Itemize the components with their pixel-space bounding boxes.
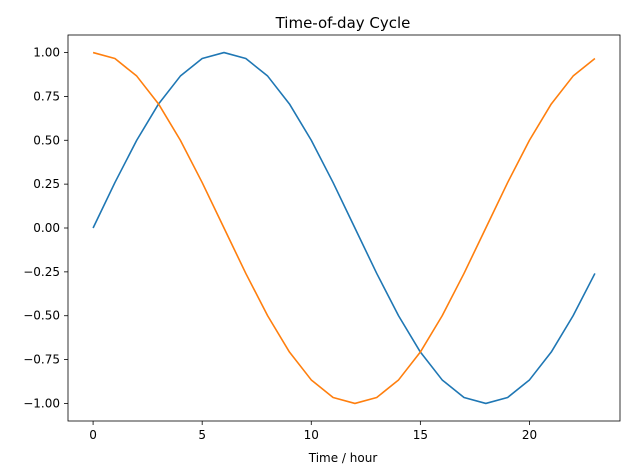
y-tick-label: −1.00 bbox=[23, 396, 60, 410]
x-axis: 0 5 10 15 20 bbox=[89, 421, 537, 442]
y-tick-label: 0.00 bbox=[33, 221, 60, 235]
x-tick-label: 0 bbox=[89, 428, 97, 442]
y-tick-label: −0.75 bbox=[23, 353, 60, 367]
y-tick-label: −0.50 bbox=[23, 309, 60, 323]
y-tick-label: −0.25 bbox=[23, 265, 60, 279]
y-tick-label: 1.00 bbox=[33, 46, 60, 60]
series-layer bbox=[92, 51, 596, 405]
y-tick-label: 0.75 bbox=[33, 89, 60, 103]
x-tick-label: 20 bbox=[522, 428, 537, 442]
x-tick-label: 5 bbox=[198, 428, 206, 442]
series-line-1 bbox=[92, 51, 596, 405]
x-tick-label: 15 bbox=[413, 428, 428, 442]
y-tick-label: 0.25 bbox=[33, 177, 60, 191]
x-tick-label: 10 bbox=[304, 428, 319, 442]
series-line-2 bbox=[92, 51, 596, 405]
y-axis: 1.00 0.75 0.50 0.25 0.00 −0.25 −0.50 −0.75 −1.00 bbox=[23, 46, 68, 410]
x-axis-label: Time / hour bbox=[308, 451, 378, 465]
chart-title: Time-of-day Cycle bbox=[275, 14, 411, 32]
y-tick-label: 0.50 bbox=[33, 133, 60, 147]
